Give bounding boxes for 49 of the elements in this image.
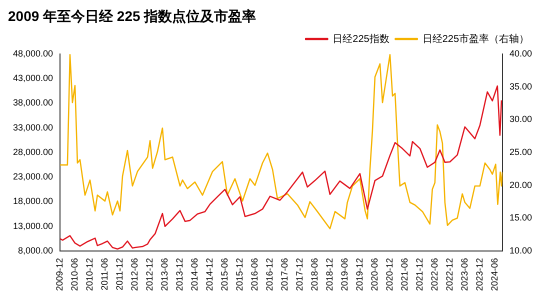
x-tick-label: 2015-06 xyxy=(219,258,230,291)
x-tick-label: 2016-12 xyxy=(264,258,274,291)
x-tick-label: 2020-12 xyxy=(384,258,394,291)
x-tick-label: 2019-12 xyxy=(354,258,364,291)
y-tick-label: 23,000.00 xyxy=(12,172,54,182)
x-tick-label: 2023-06 xyxy=(459,258,470,291)
x-tick-label: 2012-12 xyxy=(144,258,155,291)
y2-tick-label: 30.00 xyxy=(509,114,532,124)
y-tick-label: 18,000.00 xyxy=(12,196,54,206)
x-tick-label: 2010-06 xyxy=(69,258,80,291)
x-tick-label: 2014-06 xyxy=(189,258,200,291)
x-tick-label: 2022-12 xyxy=(444,258,454,291)
x-tick-label: 2010-12 xyxy=(84,258,94,291)
legend-label: 日经225市盈率（右轴） xyxy=(422,32,530,45)
y-tick-label: 48,000.00 xyxy=(12,48,54,58)
x-tick-label: 2021-12 xyxy=(414,258,424,291)
x-tick-label: 2011-12 xyxy=(114,258,124,290)
x-tick-label: 2018-12 xyxy=(324,258,334,291)
y2-tick-label: 40.00 xyxy=(509,48,532,58)
x-tick-label: 2017-12 xyxy=(294,258,304,291)
x-tick-label: 2013-06 xyxy=(159,258,170,291)
y2-tick-label: 25.00 xyxy=(509,146,532,157)
x-tick-label: 2019-06 xyxy=(339,258,350,291)
legend-label: 日经225指数 xyxy=(332,32,390,45)
x-tick-label: 2009-12 xyxy=(54,258,65,291)
y2-tick-label: 35.00 xyxy=(509,81,532,92)
x-tick-label: 2016-06 xyxy=(249,258,260,291)
x-tick-label: 2018-06 xyxy=(309,258,320,291)
x-tick-label: 2022-06 xyxy=(429,258,440,291)
x-tick-label: 2011-06 xyxy=(99,258,110,290)
x-tick-label: 2021-06 xyxy=(399,258,410,291)
y-tick-label: 43,000.00 xyxy=(12,73,54,84)
x-tick-label: 2023-12 xyxy=(474,258,484,291)
x-tick-label: 2015-12 xyxy=(234,258,244,291)
chart-title: 2009 年至今日经 225 指数点位及市盈率 xyxy=(8,8,258,26)
x-tick-label: 2013-12 xyxy=(174,258,184,291)
y-tick-label: 33,000.00 xyxy=(12,122,54,132)
y2-tick-label: 15.00 xyxy=(509,212,532,223)
y2-tick-label: 10.00 xyxy=(509,245,532,256)
y-tick-label: 13,000.00 xyxy=(12,220,54,231)
y-tick-label: 38,000.00 xyxy=(12,98,54,108)
x-tick-label: 2017-06 xyxy=(279,258,290,291)
y-tick-label: 8,000.00 xyxy=(18,245,54,256)
y-tick-label: 28,000.00 xyxy=(12,146,54,157)
y2-tick-label: 20.00 xyxy=(509,180,532,190)
x-tick-label: 2020-06 xyxy=(369,258,380,291)
x-tick-label: 2014-12 xyxy=(204,258,214,291)
x-tick-label: 2024-06 xyxy=(489,258,500,291)
x-tick-label: 2012-06 xyxy=(129,258,140,291)
